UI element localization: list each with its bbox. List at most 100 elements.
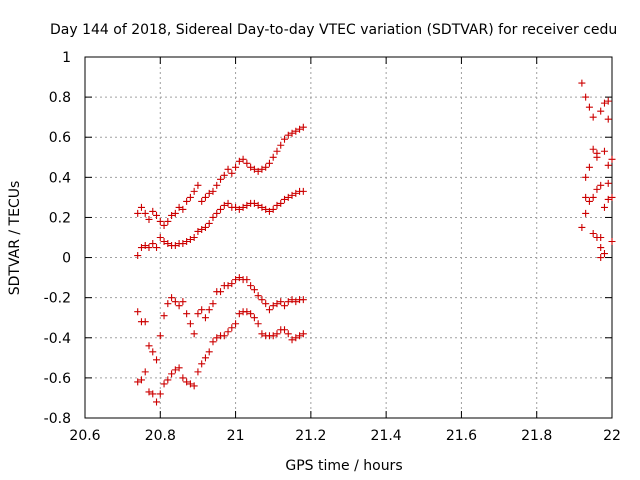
- x-axis-label: GPS time / hours: [285, 458, 402, 474]
- data-point: [134, 378, 142, 386]
- data-point: [604, 195, 612, 203]
- data-point: [299, 187, 307, 195]
- series-trace-d-lower-: [134, 308, 307, 406]
- data-point: [597, 181, 605, 189]
- data-point: [273, 330, 281, 338]
- data-point: [145, 215, 153, 223]
- data-point: [597, 244, 605, 252]
- y-tick-label: 1: [62, 50, 71, 66]
- data-point: [149, 240, 157, 248]
- data-point: [209, 213, 217, 221]
- data-point: [217, 175, 225, 183]
- data-point: [288, 336, 296, 344]
- data-point: [141, 242, 149, 250]
- data-point: [190, 330, 198, 338]
- y-tick-label: 0.6: [49, 130, 71, 146]
- data-point: [585, 197, 593, 205]
- data-point: [273, 300, 281, 308]
- data-point: [153, 244, 161, 252]
- data-point: [292, 189, 300, 197]
- data-point: [198, 197, 206, 205]
- data-point: [149, 390, 157, 398]
- data-point: [582, 193, 590, 201]
- data-point: [269, 153, 277, 161]
- data-point: [168, 211, 176, 219]
- data-point: [179, 374, 187, 382]
- data-point: [217, 205, 225, 213]
- data-point: [190, 187, 198, 195]
- series-trace-c: [134, 274, 307, 364]
- data-point: [179, 205, 187, 213]
- data-point: [149, 207, 157, 215]
- data-point: [160, 312, 168, 320]
- data-point: [217, 288, 225, 296]
- data-point: [292, 334, 300, 342]
- data-point: [213, 334, 221, 342]
- data-point: [209, 338, 217, 346]
- data-point: [604, 179, 612, 187]
- data-point: [164, 240, 172, 248]
- data-point: [153, 398, 161, 406]
- data-point: [593, 149, 601, 157]
- y-tick-label: -0.2: [44, 291, 71, 307]
- data-point: [258, 296, 266, 304]
- data-point: [134, 308, 142, 316]
- data-point: [608, 193, 616, 201]
- data-point: [589, 229, 597, 237]
- data-point: [171, 366, 179, 374]
- data-point: [164, 376, 172, 384]
- data-point: [608, 238, 616, 246]
- data-point: [243, 159, 251, 167]
- data-point: [171, 242, 179, 250]
- data-point: [213, 181, 221, 189]
- data-point: [220, 201, 228, 209]
- data-point: [600, 147, 608, 155]
- data-point: [288, 129, 296, 137]
- data-point: [262, 300, 270, 308]
- data-point: [171, 209, 179, 217]
- data-point: [224, 282, 232, 290]
- data-point: [201, 354, 209, 362]
- data-points: [134, 79, 616, 406]
- data-point: [183, 310, 191, 318]
- data-point: [589, 145, 597, 153]
- data-point: [153, 356, 161, 364]
- data-point: [205, 189, 213, 197]
- data-point: [239, 203, 247, 211]
- data-point: [262, 163, 270, 171]
- data-point: [243, 201, 251, 209]
- data-point: [265, 159, 273, 167]
- data-point: [194, 310, 202, 318]
- data-point: [232, 276, 240, 284]
- data-point: [183, 378, 191, 386]
- data-point: [600, 250, 608, 258]
- data-point: [164, 300, 172, 308]
- data-point: [179, 298, 187, 306]
- data-point: [277, 141, 285, 149]
- data-point: [235, 310, 243, 318]
- series-trace-a-upper-: [134, 123, 307, 229]
- data-point: [205, 348, 213, 356]
- y-axis-label: SDTVAR / TECUs: [7, 181, 23, 296]
- data-point: [228, 324, 236, 332]
- data-point: [299, 296, 307, 304]
- x-tick-label: 20.6: [69, 428, 100, 444]
- x-tick-label: 21.6: [446, 428, 477, 444]
- data-point: [224, 165, 232, 173]
- data-point: [235, 157, 243, 165]
- data-point: [281, 135, 289, 143]
- data-point: [281, 302, 289, 310]
- data-point: [597, 107, 605, 115]
- data-point: [582, 173, 590, 181]
- data-point: [258, 165, 266, 173]
- data-point: [171, 298, 179, 306]
- data-point: [137, 203, 145, 211]
- data-point: [141, 368, 149, 376]
- data-point: [186, 320, 194, 328]
- data-point: [145, 342, 153, 350]
- data-point: [254, 292, 262, 300]
- data-point: [582, 93, 590, 101]
- data-point: [262, 205, 270, 213]
- data-point: [134, 209, 142, 217]
- data-point: [250, 165, 258, 173]
